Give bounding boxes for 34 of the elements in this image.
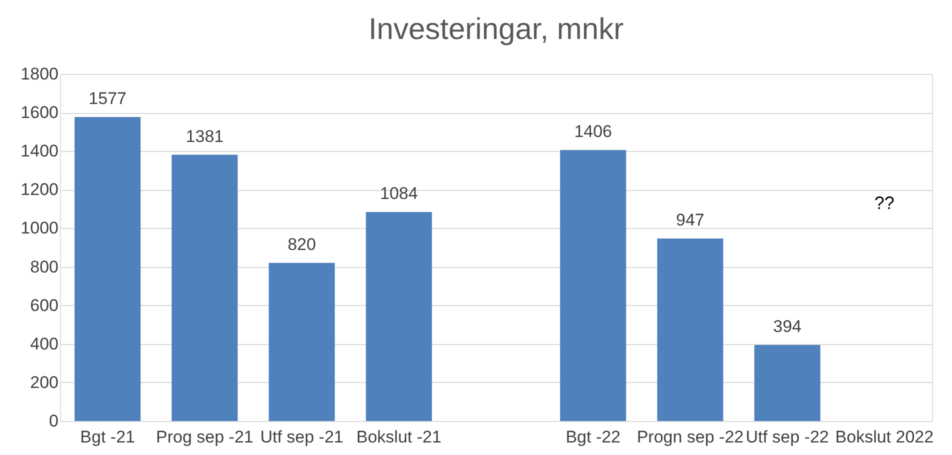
bar (366, 212, 432, 421)
y-tick-label: 0 (49, 412, 58, 430)
x-tick-label: Bgt -22 (566, 428, 621, 446)
x-tick-label: Bgt -21 (80, 428, 135, 446)
annotation: ?? (874, 193, 894, 213)
data-label: 947 (676, 210, 704, 230)
data-label: 394 (773, 317, 802, 336)
x-tick-label: Utf sep -21 (260, 428, 344, 446)
y-tick-label: 400 (30, 334, 58, 354)
y-tick-label: 1800 (20, 64, 58, 84)
x-tick-label: Bokslut 2022 (835, 428, 934, 446)
data-label: 1577 (88, 88, 126, 108)
y-tick-label: 1000 (20, 218, 58, 238)
chart-title: Investeringar, mnkr (368, 13, 624, 46)
x-tick-label: Utf sep -22 (746, 428, 829, 446)
bar (657, 238, 724, 421)
y-tick-label: 800 (30, 257, 58, 276)
bar (560, 150, 626, 421)
x-tick-label: Progn sep -22 (636, 428, 744, 446)
y-tick-label: 1400 (20, 142, 58, 161)
data-label: 1381 (186, 126, 224, 146)
bar (74, 116, 141, 421)
data-label: 820 (288, 234, 316, 254)
y-tick-label: 600 (30, 296, 58, 315)
data-label: 1406 (574, 122, 612, 141)
data-label: 1084 (380, 184, 418, 204)
y-tick-label: 1200 (20, 180, 58, 200)
bar (172, 154, 238, 421)
bar (268, 262, 335, 421)
y-tick-label: 200 (30, 372, 58, 392)
x-tick-label: Prog sep -21 (156, 428, 254, 446)
y-tick-label: 1600 (20, 103, 58, 122)
x-tick-label: Bokslut -21 (356, 428, 442, 446)
bar (754, 345, 820, 421)
